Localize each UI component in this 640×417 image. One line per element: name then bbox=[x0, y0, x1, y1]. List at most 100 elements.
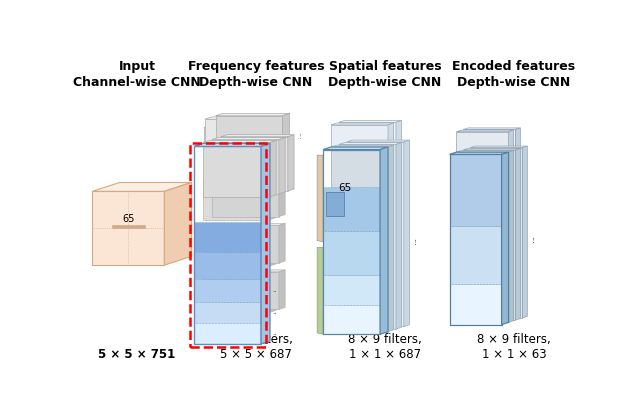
Polygon shape bbox=[463, 129, 515, 150]
Polygon shape bbox=[221, 135, 294, 137]
Polygon shape bbox=[449, 154, 502, 226]
Polygon shape bbox=[194, 323, 261, 344]
Polygon shape bbox=[281, 124, 288, 144]
Polygon shape bbox=[380, 147, 388, 334]
Polygon shape bbox=[194, 252, 261, 279]
Polygon shape bbox=[463, 148, 520, 150]
Polygon shape bbox=[456, 130, 513, 132]
Polygon shape bbox=[212, 270, 285, 272]
Polygon shape bbox=[261, 305, 269, 323]
Polygon shape bbox=[331, 145, 394, 147]
Polygon shape bbox=[323, 231, 380, 275]
Polygon shape bbox=[212, 138, 285, 140]
Polygon shape bbox=[216, 113, 290, 116]
Polygon shape bbox=[164, 183, 191, 265]
Polygon shape bbox=[205, 119, 272, 143]
Polygon shape bbox=[331, 147, 388, 332]
Text: 65: 65 bbox=[338, 183, 351, 193]
Polygon shape bbox=[463, 150, 515, 320]
Polygon shape bbox=[194, 143, 270, 146]
Polygon shape bbox=[204, 128, 271, 146]
Polygon shape bbox=[522, 146, 527, 318]
Polygon shape bbox=[515, 148, 520, 320]
Polygon shape bbox=[463, 128, 520, 129]
Polygon shape bbox=[317, 155, 323, 242]
Polygon shape bbox=[203, 273, 276, 275]
Text: ···: ··· bbox=[526, 236, 535, 244]
Polygon shape bbox=[203, 141, 276, 143]
Polygon shape bbox=[470, 148, 522, 318]
Polygon shape bbox=[388, 145, 394, 332]
Text: 5 × 5 × 751: 5 × 5 × 751 bbox=[99, 349, 175, 362]
Polygon shape bbox=[339, 144, 396, 329]
Polygon shape bbox=[270, 180, 276, 219]
Polygon shape bbox=[203, 180, 276, 182]
Text: ··: ·· bbox=[273, 332, 277, 338]
Polygon shape bbox=[279, 177, 285, 216]
Polygon shape bbox=[339, 143, 401, 144]
Text: ··: ·· bbox=[273, 289, 277, 295]
Polygon shape bbox=[404, 140, 410, 327]
Text: 8 × 9 filters,
1 × 1 × 687: 8 × 9 filters, 1 × 1 × 687 bbox=[348, 334, 422, 362]
Polygon shape bbox=[456, 152, 509, 322]
Polygon shape bbox=[214, 124, 288, 127]
Polygon shape bbox=[194, 222, 261, 252]
Polygon shape bbox=[470, 146, 527, 148]
Polygon shape bbox=[271, 126, 278, 146]
Polygon shape bbox=[212, 179, 279, 216]
Polygon shape bbox=[456, 132, 509, 152]
Polygon shape bbox=[449, 284, 502, 324]
Polygon shape bbox=[214, 127, 281, 144]
Polygon shape bbox=[261, 281, 269, 302]
Polygon shape bbox=[270, 273, 276, 312]
Polygon shape bbox=[216, 116, 282, 139]
Polygon shape bbox=[388, 123, 394, 147]
Polygon shape bbox=[515, 128, 520, 150]
Polygon shape bbox=[396, 143, 401, 329]
Polygon shape bbox=[509, 130, 513, 152]
Polygon shape bbox=[270, 141, 276, 197]
Polygon shape bbox=[92, 183, 191, 191]
Polygon shape bbox=[331, 125, 388, 147]
Polygon shape bbox=[323, 275, 380, 305]
Polygon shape bbox=[449, 226, 502, 284]
Polygon shape bbox=[203, 275, 270, 312]
Polygon shape bbox=[212, 224, 285, 226]
Polygon shape bbox=[317, 247, 323, 334]
Polygon shape bbox=[279, 224, 285, 263]
Polygon shape bbox=[203, 143, 270, 197]
Polygon shape bbox=[323, 147, 388, 150]
Polygon shape bbox=[456, 151, 513, 152]
Text: Input
Channel-wise CNN: Input Channel-wise CNN bbox=[73, 60, 201, 89]
Polygon shape bbox=[339, 121, 401, 122]
Polygon shape bbox=[396, 121, 401, 144]
Polygon shape bbox=[212, 226, 279, 263]
Text: Encoded features
Depth-wise CNN: Encoded features Depth-wise CNN bbox=[452, 60, 575, 89]
Polygon shape bbox=[326, 192, 344, 216]
Polygon shape bbox=[347, 140, 410, 142]
Polygon shape bbox=[272, 117, 279, 143]
Polygon shape bbox=[212, 140, 279, 194]
Polygon shape bbox=[288, 135, 294, 191]
Polygon shape bbox=[331, 123, 394, 125]
Text: 8 × 9 filters,
1 × 1 × 63: 8 × 9 filters, 1 × 1 × 63 bbox=[477, 334, 551, 362]
Text: Spatial features
Depth-wise CNN: Spatial features Depth-wise CNN bbox=[328, 60, 442, 89]
Polygon shape bbox=[92, 191, 164, 265]
Polygon shape bbox=[221, 137, 288, 191]
Polygon shape bbox=[279, 138, 285, 194]
Polygon shape bbox=[279, 270, 285, 309]
Polygon shape bbox=[261, 255, 269, 279]
Polygon shape bbox=[112, 225, 145, 228]
Text: 65: 65 bbox=[122, 214, 134, 224]
Polygon shape bbox=[339, 122, 396, 144]
Polygon shape bbox=[212, 272, 279, 309]
Polygon shape bbox=[203, 229, 270, 266]
Polygon shape bbox=[205, 117, 279, 119]
Polygon shape bbox=[203, 226, 276, 229]
Polygon shape bbox=[323, 186, 380, 231]
Polygon shape bbox=[323, 305, 380, 334]
Polygon shape bbox=[502, 152, 509, 324]
Polygon shape bbox=[261, 326, 269, 344]
Polygon shape bbox=[212, 177, 285, 179]
Polygon shape bbox=[347, 142, 404, 327]
